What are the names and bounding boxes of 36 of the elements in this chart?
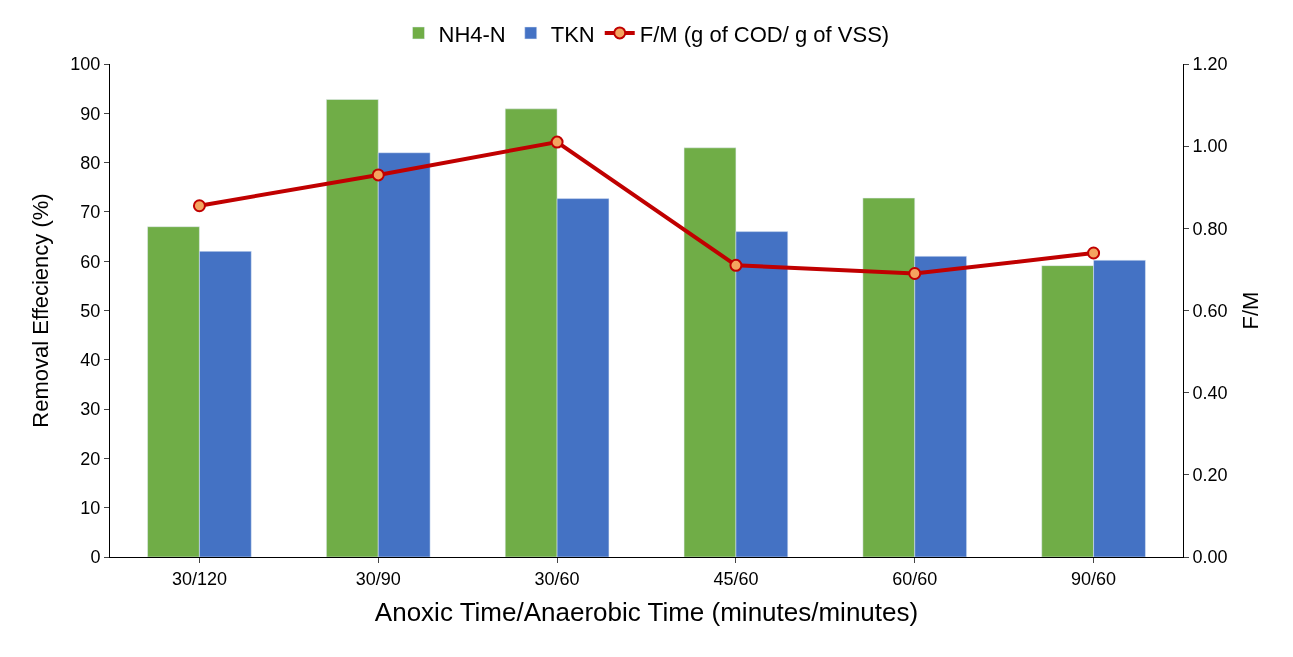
x-tick-label: 30/120 (171, 568, 227, 589)
y-tick-label: 80 (80, 152, 101, 173)
legend-label: TKN (550, 21, 595, 47)
x-tick-label: 30/60 (534, 568, 580, 589)
point (1087, 246, 1101, 260)
y-tick-label: 50 (80, 300, 101, 321)
x-tick-label: 30/90 (355, 568, 401, 589)
y2-tick-label: 1.00 (1192, 136, 1228, 157)
y2-tick-label: 0.40 (1192, 382, 1228, 403)
point (729, 258, 743, 272)
x-axis-title: Anoxic Time/Anaerobic Time (minutes/minutes) (374, 597, 919, 628)
y-tick-label: 10 (80, 498, 101, 518)
y-tick-label: 90 (80, 103, 101, 124)
y2-tick-label: 0.00 (1192, 547, 1228, 568)
point (192, 199, 206, 213)
y2-tick-label: 0.20 (1192, 465, 1228, 486)
y-tick-label: 0 (90, 547, 101, 568)
y-tick-label: 60 (80, 251, 101, 272)
x-tick-label: 45/60 (713, 568, 759, 589)
x-tick-label: 60/60 (892, 568, 938, 589)
y-tick-label: 100 (70, 54, 101, 75)
y-tick-label: 20 (80, 448, 101, 469)
point (908, 267, 922, 281)
point (550, 135, 564, 149)
y2-tick-label: 0.80 (1192, 218, 1228, 239)
legend-label: F/M (g of COD/ g of VSS) (639, 21, 890, 47)
y2-tick-label: 0.60 (1192, 300, 1228, 321)
y-axis-title: Removal Effeciency (%) (28, 193, 54, 428)
point (371, 168, 385, 182)
x-tick-label: 90/60 (1071, 568, 1117, 589)
y-tick-label: 40 (80, 350, 101, 371)
y2-tick-label: 1.20 (1192, 54, 1228, 75)
y2-axis-title: F/M (1237, 291, 1263, 330)
legend-label: NH4-N (438, 21, 506, 47)
y-tick-label: 70 (80, 202, 101, 223)
y-tick-label: 30 (80, 399, 101, 420)
